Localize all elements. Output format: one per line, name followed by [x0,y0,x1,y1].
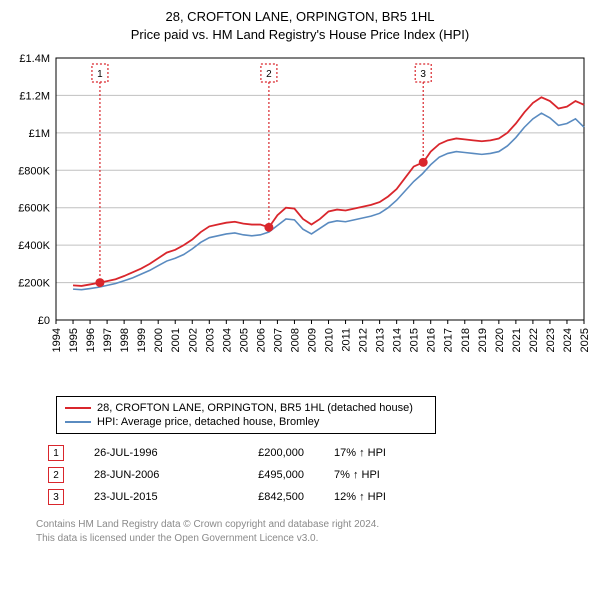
svg-text:2020: 2020 [494,328,506,352]
svg-text:2011: 2011 [341,328,353,352]
svg-text:£0: £0 [38,315,50,327]
svg-text:2: 2 [266,69,272,80]
footer-line-1: Contains HM Land Registry data © Crown c… [36,519,379,530]
svg-text:2005: 2005 [238,328,250,352]
svg-text:2004: 2004 [221,328,233,352]
svg-text:£200K: £200K [18,278,50,290]
svg-text:2016: 2016 [426,328,438,352]
title-line-1: 28, CROFTON LANE, ORPINGTON, BR5 1HL [166,9,435,24]
legend-label: 28, CROFTON LANE, ORPINGTON, BR5 1HL (de… [97,402,413,414]
svg-text:2022: 2022 [528,328,540,352]
svg-text:1999: 1999 [136,328,148,352]
transaction-price: £200,000 [224,447,304,459]
title-line-2: Price paid vs. HM Land Registry's House … [131,27,469,42]
legend-swatch [65,421,91,423]
transaction-date: 28-JUN-2006 [94,469,194,481]
legend-swatch [65,407,91,409]
svg-text:2003: 2003 [204,328,216,352]
transaction-pct: 17% ↑ HPI [334,447,424,459]
transaction-pct: 12% ↑ HPI [334,491,424,503]
transaction-row: 2 28-JUN-2006 £495,000 7% ↑ HPI [48,464,592,486]
transaction-row: 1 26-JUL-1996 £200,000 17% ↑ HPI [48,442,592,464]
transaction-date: 26-JUL-1996 [94,447,194,459]
svg-text:2001: 2001 [170,328,182,352]
transaction-table: 1 26-JUL-1996 £200,000 17% ↑ HPI 2 28-JUN-200… [48,442,592,508]
transaction-row: 3 23-JUL-2015 £842,500 12% ↑ HPI [48,486,592,508]
svg-text:2024: 2024 [562,328,574,352]
transaction-marker: 3 [48,489,64,505]
svg-text:£1.4M: £1.4M [19,53,50,65]
legend-label: HPI: Average price, detached house, Brom… [97,416,319,428]
svg-text:2006: 2006 [255,328,267,352]
legend-item: 28, CROFTON LANE, ORPINGTON, BR5 1HL (de… [65,401,427,415]
svg-text:2018: 2018 [460,328,472,352]
svg-text:1995: 1995 [68,328,80,352]
svg-text:2025: 2025 [579,328,591,352]
chart-title: 28, CROFTON LANE, ORPINGTON, BR5 1HL Pri… [8,8,592,44]
svg-text:2023: 2023 [545,328,557,352]
svg-text:2017: 2017 [443,328,455,352]
svg-text:£600K: £600K [18,203,50,215]
svg-text:1998: 1998 [119,328,131,352]
svg-text:2008: 2008 [289,328,301,352]
svg-text:2002: 2002 [187,328,199,352]
transaction-date: 23-JUL-2015 [94,491,194,503]
legend-item: HPI: Average price, detached house, Brom… [65,415,427,429]
svg-text:2015: 2015 [409,328,421,352]
svg-text:2010: 2010 [324,328,336,352]
transaction-price: £842,500 [224,491,304,503]
svg-text:2013: 2013 [375,328,387,352]
transaction-marker: 2 [48,467,64,483]
chart-svg: £0 £200K £400K £600K £800K £1M £1.2M £1.4M 1994 1… [8,50,592,390]
svg-text:2014: 2014 [392,328,404,352]
svg-text:1997: 1997 [102,328,114,352]
transaction-price: £495,000 [224,469,304,481]
svg-text:2019: 2019 [477,328,489,352]
svg-text:3: 3 [420,69,426,80]
svg-text:2021: 2021 [511,328,523,352]
svg-text:2012: 2012 [358,328,370,352]
svg-text:2000: 2000 [153,328,165,352]
transaction-pct: 7% ↑ HPI [334,469,424,481]
svg-text:£800K: £800K [18,166,50,178]
svg-text:2009: 2009 [306,328,318,352]
transaction-marker: 1 [48,445,64,461]
svg-text:£1.2M: £1.2M [19,91,50,103]
legend: 28, CROFTON LANE, ORPINGTON, BR5 1HL (de… [56,396,436,434]
chart-plot: £0 £200K £400K £600K £800K £1M £1.2M £1.4M 1994 1… [8,50,592,390]
svg-text:1: 1 [97,69,103,80]
svg-text:£400K: £400K [18,241,50,253]
svg-text:£1M: £1M [29,128,50,140]
svg-text:1994: 1994 [51,328,63,352]
footer-line-2: This data is licensed under the Open Gov… [36,533,318,544]
svg-text:2007: 2007 [272,328,284,352]
chart-container: 28, CROFTON LANE, ORPINGTON, BR5 1HL Pri… [0,0,600,558]
footer-attribution: Contains HM Land Registry data © Crown c… [36,518,592,546]
svg-text:1996: 1996 [85,328,97,352]
